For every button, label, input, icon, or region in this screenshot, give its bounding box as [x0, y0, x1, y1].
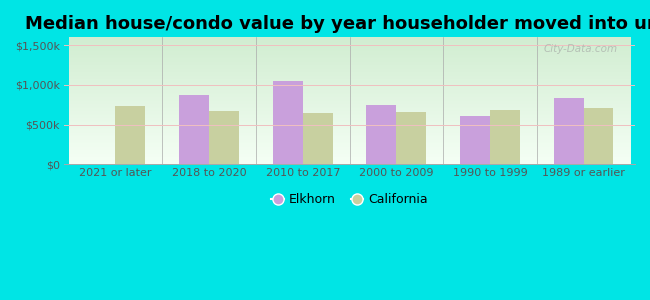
Bar [460, 116, 490, 164]
Bar [554, 98, 584, 164]
Bar [490, 110, 520, 164]
Bar [114, 106, 145, 164]
Legend: Elkhorn, California: Elkhorn, California [266, 188, 433, 211]
Title: Median house/condo value by year householder moved into unit: Median house/condo value by year househo… [25, 15, 650, 33]
Bar [584, 108, 614, 164]
Bar [367, 105, 396, 164]
Bar [303, 113, 333, 164]
Bar [209, 112, 239, 164]
Text: City-Data.com: City-Data.com [544, 44, 618, 54]
Bar [179, 95, 209, 164]
Bar [273, 81, 303, 164]
Bar [396, 112, 426, 164]
